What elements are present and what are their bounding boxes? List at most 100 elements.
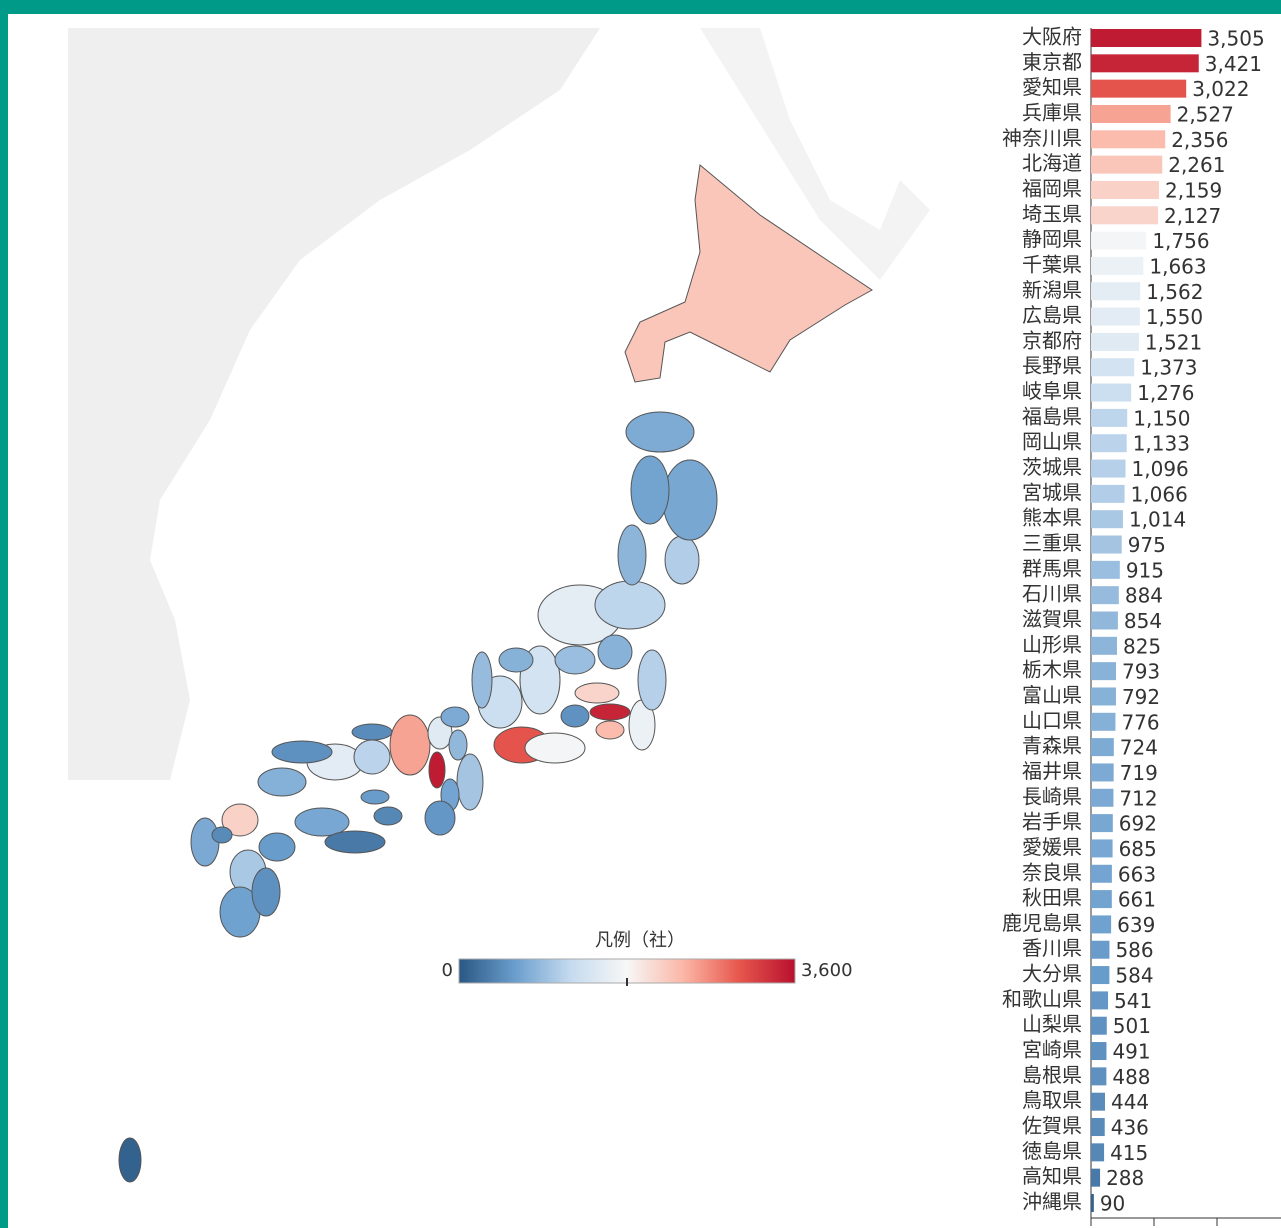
prefecture [597, 634, 633, 670]
category-label: 愛知県 [1022, 75, 1082, 99]
bar [1091, 79, 1187, 98]
category-label: 埼玉県 [1022, 202, 1082, 226]
bar [1091, 814, 1113, 833]
category-label: 北海道 [1022, 151, 1082, 175]
category-label: 群馬県 [1022, 556, 1082, 580]
value-label: 854 [1124, 609, 1162, 633]
prefecture [630, 455, 670, 525]
prefecture [456, 753, 484, 811]
prefecture [271, 740, 333, 764]
value-label: 719 [1120, 761, 1158, 785]
category-label: 高知県 [1022, 1164, 1082, 1188]
value-label: 1,373 [1140, 356, 1197, 380]
bar [1091, 104, 1171, 123]
continent [68, 28, 600, 780]
category-label: 岡山県 [1022, 430, 1082, 454]
value-label: 436 [1111, 1116, 1149, 1140]
category-label: 千葉県 [1022, 252, 1082, 276]
bar [1091, 231, 1147, 250]
bar [1091, 510, 1123, 529]
bar [1091, 1067, 1107, 1086]
prefecture [211, 826, 233, 844]
value-label: 1,276 [1137, 381, 1194, 405]
value-label: 1,133 [1133, 432, 1190, 456]
value-label: 415 [1110, 1141, 1148, 1165]
prefecture [258, 832, 296, 862]
prefecture-layer [118, 164, 873, 1183]
category-label: 奈良県 [1022, 860, 1082, 884]
category-label: 大阪府 [1022, 25, 1082, 49]
bar [1091, 459, 1126, 478]
bar [1091, 332, 1139, 351]
prefecture [389, 714, 431, 776]
bar [1091, 1118, 1105, 1137]
bar [1091, 864, 1112, 883]
category-label: 広島県 [1022, 303, 1082, 327]
prefecture [221, 803, 259, 837]
bar [1091, 662, 1116, 681]
category-label: 岩手県 [1022, 810, 1082, 834]
value-label: 288 [1106, 1166, 1144, 1190]
category-label: 青森県 [1022, 734, 1082, 758]
value-label: 3,022 [1192, 77, 1249, 101]
prefecture [190, 817, 220, 867]
prefecture [440, 706, 470, 728]
prefecture [595, 720, 625, 740]
value-label: 1,663 [1149, 254, 1206, 278]
bar [1091, 712, 1116, 731]
prefecture [664, 535, 700, 585]
bar [1091, 890, 1112, 909]
bar [1091, 1168, 1101, 1187]
bar [1091, 966, 1110, 985]
bar [1091, 130, 1166, 149]
value-label: 685 [1119, 837, 1157, 861]
prefecture [448, 729, 468, 761]
value-label: 586 [1115, 938, 1153, 962]
category-label: 石川県 [1022, 582, 1082, 606]
category-label: 栃木県 [1022, 658, 1082, 682]
prefecture [524, 732, 586, 764]
category-label: 徳島県 [1022, 1139, 1082, 1163]
category-label: 佐賀県 [1022, 1114, 1082, 1138]
bar [1091, 408, 1128, 427]
bar [1091, 1143, 1105, 1162]
category-label: 京都府 [1022, 328, 1082, 352]
prefecture [624, 164, 873, 383]
bar [1091, 1016, 1107, 1035]
prefecture [424, 800, 456, 836]
category-label: 福岡県 [1022, 176, 1082, 200]
category-label: 東京都 [1022, 50, 1082, 74]
value-label: 3,421 [1205, 52, 1262, 76]
category-label: 福島県 [1022, 404, 1082, 428]
bar [1091, 636, 1117, 655]
category-label: 鳥取県 [1022, 1088, 1082, 1112]
prefecture [625, 411, 695, 453]
value-label: 2,159 [1165, 178, 1222, 202]
value-label: 825 [1123, 634, 1161, 658]
value-label: 692 [1119, 812, 1157, 836]
value-label: 501 [1113, 1014, 1151, 1038]
bar [1091, 991, 1109, 1010]
bar [1091, 434, 1127, 453]
value-label: 663 [1118, 862, 1156, 886]
value-label: 90 [1100, 1192, 1125, 1216]
value-label: 488 [1112, 1065, 1150, 1089]
bar [1091, 29, 1202, 47]
value-label: 1,150 [1133, 406, 1190, 430]
category-label: 神奈川県 [1002, 126, 1082, 150]
value-label: 444 [1111, 1090, 1149, 1114]
bar [1091, 307, 1140, 326]
prefecture [617, 524, 647, 586]
prefecture [360, 789, 390, 805]
value-label: 792 [1122, 685, 1160, 709]
sakhalin [700, 28, 930, 280]
value-label: 541 [1114, 989, 1152, 1013]
category-label: 静岡県 [1022, 227, 1082, 251]
legend-title: 凡例（社） [595, 930, 685, 951]
bar [1091, 839, 1113, 858]
category-label: 大分県 [1022, 962, 1082, 986]
category-label: 茨城県 [1022, 455, 1082, 479]
category-label: 新潟県 [1022, 278, 1082, 302]
category-label: 三重県 [1022, 531, 1082, 555]
prefecture [294, 807, 350, 837]
